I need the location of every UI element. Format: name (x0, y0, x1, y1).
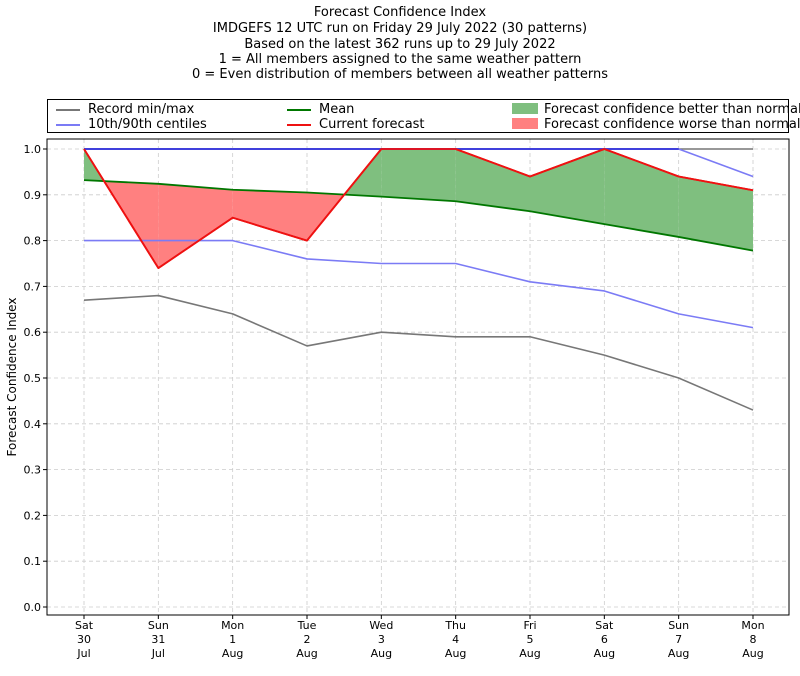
y-tick-label: 0.8 (24, 235, 42, 248)
better-fill (678, 176, 753, 251)
y-tick-label: 0.9 (24, 189, 42, 202)
legend-swatch-current (287, 124, 311, 126)
series-line-p10 (84, 239, 754, 329)
y-tick-label: 0.5 (24, 372, 42, 385)
y-tick-label: 0.7 (24, 280, 42, 293)
y-tick-label: 0.1 (24, 555, 42, 568)
x-tick-label: Mon 1 Aug (221, 619, 244, 660)
legend-swatch-record (56, 109, 80, 111)
axis-layer: 0.0 0.1 0.2 0.3 0.4 0.5 0.6 0.7 0.8 0.9 1.0 Sat 30 Ju… (24, 143, 765, 660)
title-line-2: IMDGEFS 12 UTC run on Friday 29 July 202… (212, 21, 588, 36)
series-line-mean (83, 179, 754, 252)
series-line-current-top (83, 148, 754, 269)
x-tick-label: Mon 8 Aug (741, 619, 764, 660)
worse-fill (158, 183, 233, 269)
y-tick-label: 0.4 (24, 418, 42, 431)
plot-area-frame (46, 138, 790, 616)
x-tick-label: Sat 6 Aug (594, 619, 615, 660)
title-line-4: 1 = All members assigned to the same wea… (218, 52, 582, 67)
legend-swatch-worse (512, 118, 538, 129)
legend-label-centiles: 10th/90th centiles (88, 117, 207, 132)
title-line-5: 0 = Even distribution of members between… (191, 67, 609, 82)
fill-layer (84, 149, 753, 269)
better-fill (604, 149, 679, 237)
legend-label-mean: Mean (319, 102, 355, 117)
better-fill (455, 149, 530, 212)
y-tick-label: 0.6 (24, 326, 42, 339)
better-fill (530, 149, 605, 225)
x-tick-label: Tue 2 Aug (296, 619, 317, 660)
y-tick-label: 0.0 (24, 601, 42, 614)
x-tick-label: Thu 4 Aug (444, 619, 466, 660)
legend-swatch-mean (287, 109, 311, 111)
worse-fill (232, 189, 307, 241)
series-line-record_min (83, 294, 754, 411)
legend-swatch-centiles (56, 124, 80, 126)
x-tick-label: Sat 30 Jul (75, 619, 94, 660)
line-layer (83, 148, 754, 411)
legend-label-better: Forecast confidence better than normal (544, 102, 800, 117)
x-tick-label: Fri 5 Aug (519, 619, 540, 660)
x-tick-label: Wed 3 Aug (369, 619, 393, 660)
legend-label-record: Record min/max (88, 102, 195, 117)
y-tick-label: 0.3 (24, 464, 42, 477)
legend: Record min/max 10th/90th centiles Mean C… (47, 99, 800, 133)
y-tick-label: 0.2 (24, 509, 42, 522)
better-fill (381, 149, 456, 202)
legend-label-worse: Forecast confidence worse than normal (544, 117, 800, 132)
legend-swatch-better (512, 103, 538, 114)
title-line-1: Forecast Confidence Index (313, 5, 487, 20)
title-line-3: Based on the latest 362 runs up to 29 Ju… (244, 37, 556, 52)
x-tick-label: Sun 7 Aug (668, 619, 689, 660)
y-axis-label: Forecast Confidence Index (5, 298, 19, 457)
legend-label-current: Current forecast (319, 117, 425, 132)
x-tick-label: Sun 31 Jul (148, 619, 169, 660)
y-tick-label: 1.0 (24, 143, 42, 156)
